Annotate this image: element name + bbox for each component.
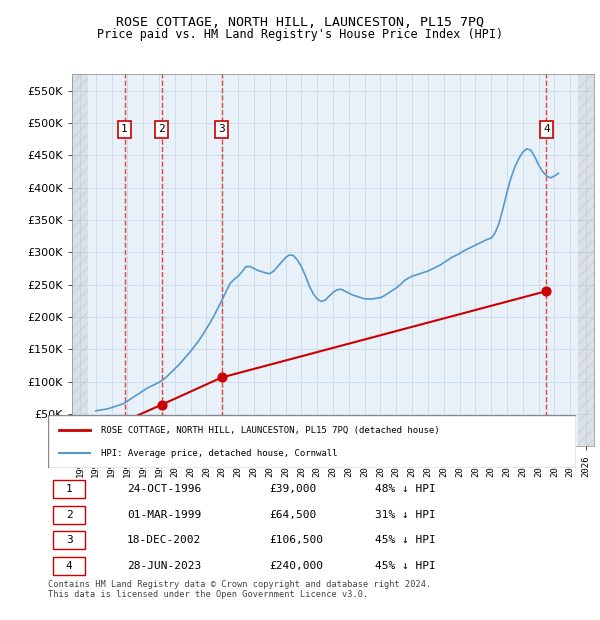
Text: 24-OCT-1996: 24-OCT-1996 xyxy=(127,484,202,494)
Text: £240,000: £240,000 xyxy=(270,561,324,571)
Text: 2: 2 xyxy=(158,125,165,135)
Bar xyxy=(578,74,594,446)
FancyBboxPatch shape xyxy=(53,505,85,524)
Point xyxy=(542,286,551,296)
Text: 1: 1 xyxy=(66,484,73,494)
Text: 2: 2 xyxy=(66,510,73,520)
Text: 48% ↓ HPI: 48% ↓ HPI xyxy=(376,484,436,494)
Text: HPI: Average price, detached house, Cornwall: HPI: Average price, detached house, Corn… xyxy=(101,449,337,458)
FancyBboxPatch shape xyxy=(53,557,85,575)
Text: 1: 1 xyxy=(121,125,128,135)
Text: £106,500: £106,500 xyxy=(270,535,324,545)
Text: 45% ↓ HPI: 45% ↓ HPI xyxy=(376,535,436,545)
Text: 4: 4 xyxy=(66,561,73,571)
Text: 31% ↓ HPI: 31% ↓ HPI xyxy=(376,510,436,520)
FancyBboxPatch shape xyxy=(48,415,576,468)
FancyBboxPatch shape xyxy=(53,531,85,549)
Text: 3: 3 xyxy=(66,535,73,545)
Text: Contains HM Land Registry data © Crown copyright and database right 2024.
This d: Contains HM Land Registry data © Crown c… xyxy=(48,580,431,599)
Text: 45% ↓ HPI: 45% ↓ HPI xyxy=(376,561,436,571)
Text: 4: 4 xyxy=(543,125,550,135)
Point xyxy=(157,400,166,410)
Text: £39,000: £39,000 xyxy=(270,484,317,494)
Text: 28-JUN-2023: 28-JUN-2023 xyxy=(127,561,202,571)
Text: 3: 3 xyxy=(218,125,225,135)
FancyBboxPatch shape xyxy=(53,480,85,498)
Text: ROSE COTTAGE, NORTH HILL, LAUNCESTON, PL15 7PQ (detached house): ROSE COTTAGE, NORTH HILL, LAUNCESTON, PL… xyxy=(101,426,439,435)
Bar xyxy=(72,74,88,446)
Text: £64,500: £64,500 xyxy=(270,510,317,520)
Point xyxy=(217,373,226,383)
Text: Price paid vs. HM Land Registry's House Price Index (HPI): Price paid vs. HM Land Registry's House … xyxy=(97,28,503,41)
Text: 01-MAR-1999: 01-MAR-1999 xyxy=(127,510,202,520)
Text: 18-DEC-2002: 18-DEC-2002 xyxy=(127,535,202,545)
Point xyxy=(120,416,130,426)
Text: ROSE COTTAGE, NORTH HILL, LAUNCESTON, PL15 7PQ: ROSE COTTAGE, NORTH HILL, LAUNCESTON, PL… xyxy=(116,16,484,29)
